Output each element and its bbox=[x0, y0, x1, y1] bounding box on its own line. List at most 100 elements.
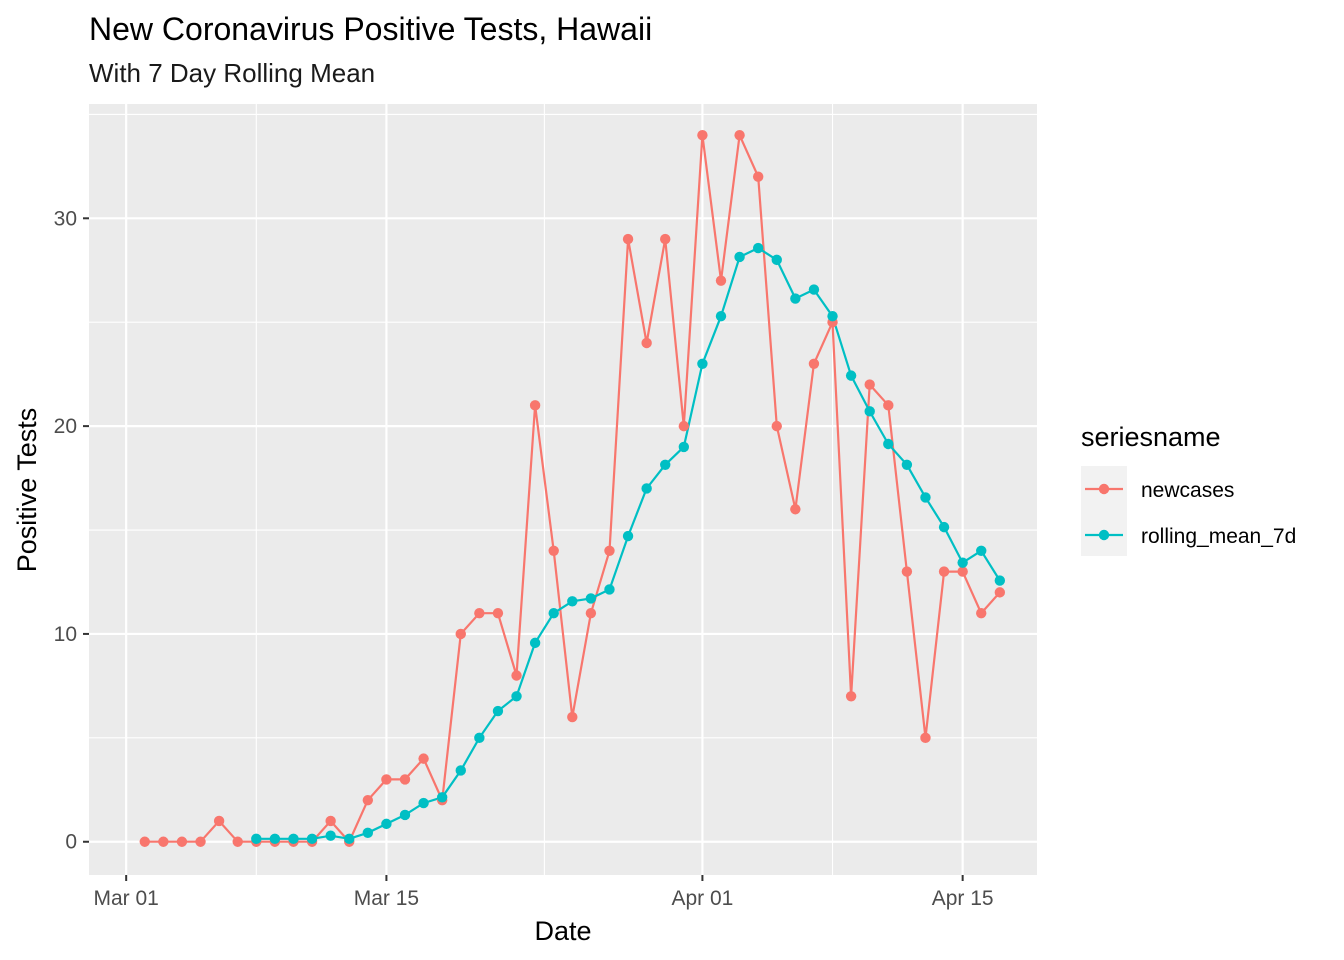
data-point-newcases bbox=[176, 836, 188, 847]
series-layer bbox=[139, 129, 1006, 847]
data-point-rolling_mean_7d bbox=[641, 483, 652, 494]
chart-title: New Coronavirus Positive Tests, Hawaii bbox=[89, 11, 652, 47]
chart-subtitle: With 7 Day Rolling Mean bbox=[89, 58, 375, 88]
data-point-rolling_mean_7d bbox=[734, 251, 745, 263]
data-point-newcases bbox=[362, 794, 374, 806]
data-point-rolling_mean_7d bbox=[306, 833, 318, 845]
x-axis-title: Date bbox=[534, 916, 591, 946]
data-point-rolling_mean_7d bbox=[752, 242, 764, 254]
data-point-rolling_mean_7d bbox=[957, 557, 968, 568]
data-point-rolling_mean_7d bbox=[715, 310, 727, 322]
data-point-rolling_mean_7d bbox=[381, 818, 392, 830]
data-point-newcases bbox=[158, 836, 169, 847]
data-point-newcases bbox=[622, 233, 634, 245]
data-point-rolling_mean_7d bbox=[511, 691, 522, 702]
data-point-newcases bbox=[752, 171, 764, 182]
x-axis: Mar 01 Mar 15 Apr 01 Apr 15 bbox=[93, 875, 994, 910]
x-tick-label: Mar 01 bbox=[93, 887, 158, 910]
legend-key-point-rolling_mean_7d bbox=[1098, 529, 1110, 541]
plot-panel bbox=[89, 104, 1037, 875]
data-point-rolling_mean_7d bbox=[288, 833, 299, 845]
data-point-rolling_mean_7d bbox=[697, 358, 708, 369]
data-point-rolling_mean_7d bbox=[808, 284, 820, 295]
data-point-rolling_mean_7d bbox=[976, 545, 987, 557]
data-point-newcases bbox=[567, 711, 578, 723]
data-point-rolling_mean_7d bbox=[678, 441, 690, 453]
data-point-newcases bbox=[678, 420, 690, 432]
data-point-rolling_mean_7d bbox=[474, 732, 485, 744]
y-tick-label: 30 bbox=[54, 207, 77, 230]
data-point-newcases bbox=[790, 504, 801, 515]
data-point-newcases bbox=[548, 545, 559, 557]
data-point-newcases bbox=[585, 607, 597, 619]
x-tick-label: Apr 01 bbox=[671, 887, 733, 910]
data-point-newcases bbox=[845, 691, 857, 702]
data-point-rolling_mean_7d bbox=[548, 607, 559, 619]
legend-key-background bbox=[1081, 466, 1127, 556]
data-point-rolling_mean_7d bbox=[901, 459, 913, 470]
data-point-newcases bbox=[771, 420, 782, 432]
y-axis-title: Positive Tests bbox=[12, 408, 42, 573]
data-point-rolling_mean_7d bbox=[920, 492, 931, 503]
data-point-newcases bbox=[511, 670, 522, 681]
data-point-newcases bbox=[715, 275, 727, 286]
data-point-newcases bbox=[474, 607, 485, 619]
legend-label-newcases: newcases bbox=[1141, 479, 1234, 502]
y-axis: 0 10 20 30 bbox=[54, 207, 89, 854]
data-point-rolling_mean_7d bbox=[418, 797, 429, 809]
x-tick-label: Mar 15 bbox=[354, 887, 419, 910]
y-tick-label: 20 bbox=[54, 415, 77, 438]
data-point-newcases bbox=[976, 607, 987, 619]
data-point-rolling_mean_7d bbox=[529, 637, 541, 649]
data-point-rolling_mean_7d bbox=[604, 584, 615, 595]
data-point-rolling_mean_7d bbox=[790, 293, 801, 304]
data-point-rolling_mean_7d bbox=[492, 705, 504, 717]
y-tick-label: 0 bbox=[65, 831, 77, 854]
data-point-rolling_mean_7d bbox=[771, 254, 782, 266]
data-point-rolling_mean_7d bbox=[660, 459, 671, 470]
data-point-newcases bbox=[381, 774, 392, 785]
data-point-newcases bbox=[957, 566, 968, 577]
data-point-newcases bbox=[808, 358, 820, 369]
data-point-rolling_mean_7d bbox=[864, 406, 875, 417]
data-point-newcases bbox=[455, 628, 466, 640]
data-point-rolling_mean_7d bbox=[251, 833, 262, 845]
data-point-rolling_mean_7d bbox=[994, 575, 1006, 586]
data-point-newcases bbox=[883, 400, 894, 411]
data-point-newcases bbox=[492, 607, 504, 619]
data-point-rolling_mean_7d bbox=[325, 830, 336, 841]
data-point-rolling_mean_7d bbox=[269, 833, 281, 845]
data-point-newcases bbox=[604, 545, 615, 557]
data-point-newcases bbox=[529, 400, 541, 411]
data-point-newcases bbox=[660, 233, 671, 245]
data-point-rolling_mean_7d bbox=[455, 765, 466, 776]
data-point-newcases bbox=[399, 774, 411, 785]
data-point-rolling_mean_7d bbox=[622, 530, 634, 542]
data-point-newcases bbox=[697, 129, 708, 141]
data-point-rolling_mean_7d bbox=[883, 438, 894, 450]
data-point-rolling_mean_7d bbox=[344, 833, 355, 845]
data-point-newcases bbox=[325, 815, 336, 827]
data-point-newcases bbox=[734, 129, 745, 141]
x-tick-label: Apr 15 bbox=[932, 887, 994, 910]
legend-key-point-newcases bbox=[1098, 483, 1110, 495]
data-point-newcases bbox=[920, 732, 931, 744]
legend-label-rolling_mean_7d: rolling_mean_7d bbox=[1141, 525, 1296, 548]
data-point-newcases bbox=[213, 815, 225, 827]
data-point-rolling_mean_7d bbox=[399, 809, 411, 821]
data-point-rolling_mean_7d bbox=[362, 827, 374, 839]
data-point-rolling_mean_7d bbox=[436, 792, 448, 803]
data-point-rolling_mean_7d bbox=[938, 521, 950, 533]
minor-gridlines bbox=[89, 104, 1037, 875]
data-point-newcases bbox=[418, 753, 429, 764]
data-point-newcases bbox=[641, 337, 652, 349]
data-point-newcases bbox=[232, 836, 243, 847]
legend: seriesname newcases rolling_mean_7d bbox=[1081, 422, 1296, 556]
data-point-rolling_mean_7d bbox=[567, 596, 578, 607]
data-point-newcases bbox=[139, 836, 150, 847]
data-point-rolling_mean_7d bbox=[585, 593, 597, 604]
data-point-rolling_mean_7d bbox=[827, 310, 838, 322]
data-point-newcases bbox=[864, 379, 875, 390]
data-point-newcases bbox=[195, 836, 206, 847]
